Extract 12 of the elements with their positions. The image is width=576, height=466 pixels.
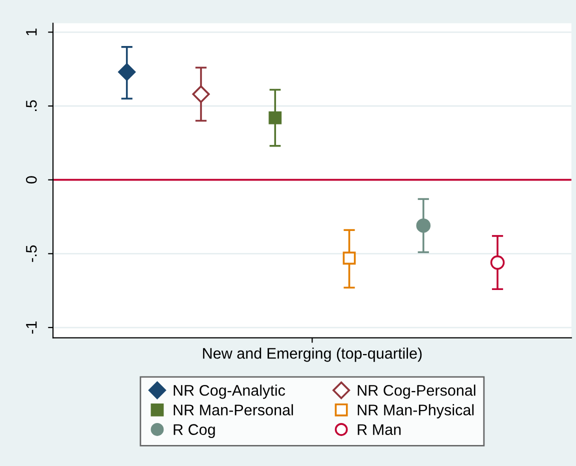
y-tick-label: 1: [26, 28, 37, 36]
y-tick-label: .5: [26, 100, 37, 111]
legend-label: NR Man-Physical: [358, 404, 474, 418]
legend-label: NR Cog-Analytic: [174, 384, 286, 399]
legend-label: R Cog: [174, 424, 215, 438]
legend-label: R Man: [358, 424, 401, 435]
x-tick-label: New and Emerging (top-quartile): [203, 348, 422, 362]
legend-label: NR Cog-Personal: [358, 384, 476, 399]
y-tick-label: -.5: [26, 245, 37, 262]
y-tick-label: 0: [26, 176, 37, 184]
legend-label: NR Man-Personal: [174, 404, 293, 416]
y-tick-label: -1: [26, 321, 37, 334]
